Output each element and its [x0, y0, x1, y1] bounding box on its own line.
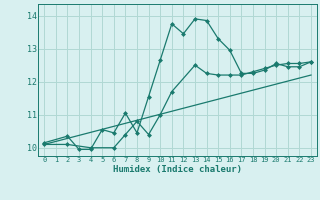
- X-axis label: Humidex (Indice chaleur): Humidex (Indice chaleur): [113, 165, 242, 174]
